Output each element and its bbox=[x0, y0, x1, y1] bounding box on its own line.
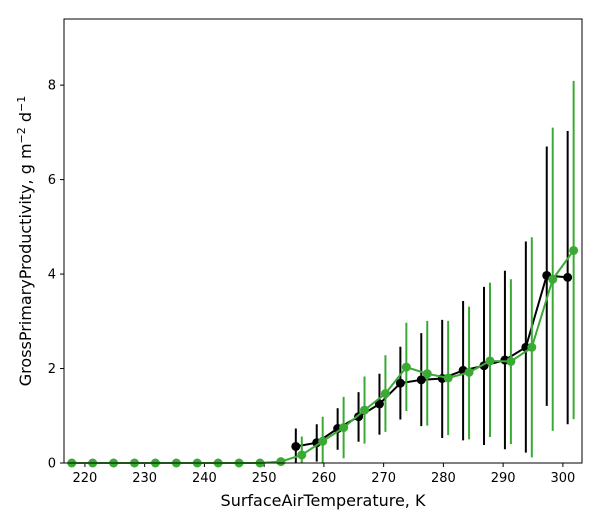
data-point bbox=[569, 245, 579, 255]
data-point bbox=[464, 367, 474, 377]
series-layer bbox=[67, 80, 579, 468]
y-axis-label-main: GrossPrimaryProductivity, g m bbox=[16, 143, 35, 386]
y-axis-label-exp2: −1 bbox=[15, 96, 28, 112]
x-tick-label: 300 bbox=[550, 471, 575, 486]
x-tick-label: 250 bbox=[252, 471, 277, 486]
x-tick-label: 240 bbox=[192, 471, 217, 486]
x-tick-label: 220 bbox=[72, 471, 97, 486]
data-point bbox=[339, 423, 349, 433]
plot-frame bbox=[63, 18, 583, 464]
plot-background bbox=[64, 19, 582, 463]
data-point bbox=[395, 378, 405, 388]
x-tick-label: 260 bbox=[311, 471, 336, 486]
y-tick-label: 6 bbox=[48, 173, 56, 188]
data-point bbox=[527, 342, 537, 352]
data-point bbox=[443, 373, 453, 383]
x-axis-label: SurfaceAirTemperature, K bbox=[221, 491, 426, 510]
y-axis-label-mid: d bbox=[16, 112, 35, 127]
y-axis-label: GrossPrimaryProductivity, g m−2 d−1 bbox=[15, 96, 35, 386]
x-tick-label: 280 bbox=[431, 471, 456, 486]
x-tick-label: 270 bbox=[371, 471, 396, 486]
data-point bbox=[563, 272, 573, 282]
data-point bbox=[416, 375, 426, 385]
series-1 bbox=[67, 80, 579, 468]
x-tick-label: 230 bbox=[132, 471, 157, 486]
x-axis-ticks: 220 230 240 250 260 270 280 290 300 bbox=[72, 463, 575, 486]
data-point bbox=[318, 436, 328, 446]
y-tick-label: 8 bbox=[48, 79, 56, 94]
y-tick-label: 0 bbox=[48, 457, 56, 472]
y-axis-ticks: 0 2 4 6 8 bbox=[48, 79, 64, 472]
y-tick-label: 4 bbox=[48, 268, 56, 283]
data-point bbox=[297, 450, 307, 460]
data-point bbox=[276, 457, 286, 467]
y-axis-label-exp1: −2 bbox=[15, 127, 28, 143]
data-point bbox=[360, 405, 370, 415]
data-point bbox=[291, 441, 301, 451]
data-point bbox=[422, 369, 432, 379]
data-point bbox=[380, 389, 390, 399]
data-point bbox=[506, 356, 516, 366]
data-point bbox=[485, 356, 495, 366]
x-tick-label: 290 bbox=[491, 471, 516, 486]
data-point bbox=[374, 399, 384, 409]
y-tick-label: 2 bbox=[48, 362, 56, 377]
data-point bbox=[401, 362, 411, 372]
data-point bbox=[548, 274, 558, 284]
